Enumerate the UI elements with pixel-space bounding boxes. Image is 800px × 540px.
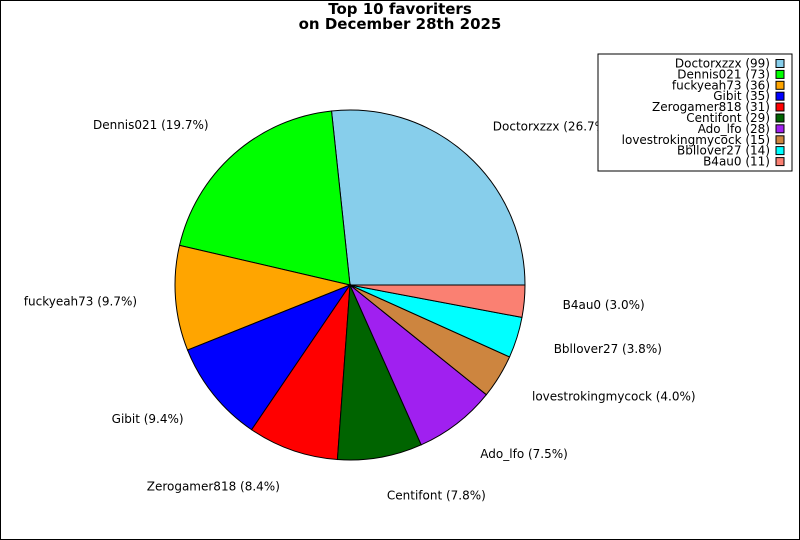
slice-label-7: lovestrokingmycock (4.0%) bbox=[532, 390, 696, 404]
chart-title-line-2: on December 28th 2025 bbox=[298, 15, 502, 33]
legend-label-1: Dennis021 (73) bbox=[677, 67, 770, 81]
pie-slice-9 bbox=[349, 284, 526, 318]
slice-label-3: Gibit (9.4%) bbox=[112, 412, 184, 426]
slice-label-0: Doctorxzzx (26.7%) bbox=[493, 119, 611, 133]
legend-swatch-7 bbox=[775, 135, 785, 145]
slice-label-6: Ado_lfo (7.5%) bbox=[480, 447, 568, 461]
legend-box bbox=[597, 53, 793, 172]
legend-label-3: Gibit (35) bbox=[713, 89, 770, 103]
legend-swatch-3 bbox=[775, 91, 785, 101]
pie-slice-2 bbox=[174, 244, 352, 351]
legend-swatch-2 bbox=[775, 80, 785, 90]
legend-swatch-9 bbox=[775, 157, 785, 167]
legend-swatch-6 bbox=[775, 124, 785, 134]
chart-title: Top 10 favoriters on December 28th 2025 bbox=[0, 2, 800, 32]
legend: Doctorxzzx (99)Dennis021 (73)fuckyeah73 … bbox=[597, 53, 793, 172]
slice-label-2: fuckyeah73 (9.7%) bbox=[24, 294, 137, 308]
pie-labels: Doctorxzzx (26.7%) Dennis021 (19.7%) fucky… bbox=[24, 118, 696, 502]
legend-swatch-1 bbox=[775, 69, 785, 79]
slice-label-1: Dennis021 (19.7%) bbox=[93, 118, 209, 132]
legend-label-8: Bbllover27 (14) bbox=[677, 144, 770, 158]
pie-slice-1 bbox=[178, 110, 351, 286]
pie-slices bbox=[174, 109, 526, 461]
slice-label-4: Zerogamer818 (8.4%) bbox=[147, 480, 280, 494]
legend-label-6: Ado_lfo (28) bbox=[698, 122, 770, 136]
legend-swatch-8 bbox=[775, 146, 785, 156]
legend-label-4: Zerogamer818 (31) bbox=[652, 100, 770, 114]
slice-label-5: Centifont (7.8%) bbox=[387, 488, 486, 502]
legend-swatch-0 bbox=[775, 59, 785, 68]
legend-swatch-4 bbox=[775, 102, 785, 112]
legend-label-0: Doctorxzzx (99) bbox=[675, 57, 770, 71]
legend-label-9: B4au0 (11) bbox=[703, 155, 770, 169]
pie-slice-4 bbox=[250, 283, 351, 461]
chart-title-line-1: Top 10 favoriters bbox=[328, 0, 472, 18]
slice-label-8: Bbllover27 (3.8%) bbox=[554, 342, 662, 356]
slice-label-9: B4au0 (3.0%) bbox=[563, 298, 645, 312]
legend-label-2: fuckyeah73 (36) bbox=[672, 78, 770, 92]
legend-swatch-5 bbox=[775, 113, 785, 123]
legend-label-7: lovestrokingmycock (15) bbox=[622, 133, 770, 147]
pie-slice-3 bbox=[186, 283, 352, 431]
legend-label-5: Centifont (29) bbox=[686, 111, 770, 125]
pie-slice-0 bbox=[330, 109, 526, 286]
